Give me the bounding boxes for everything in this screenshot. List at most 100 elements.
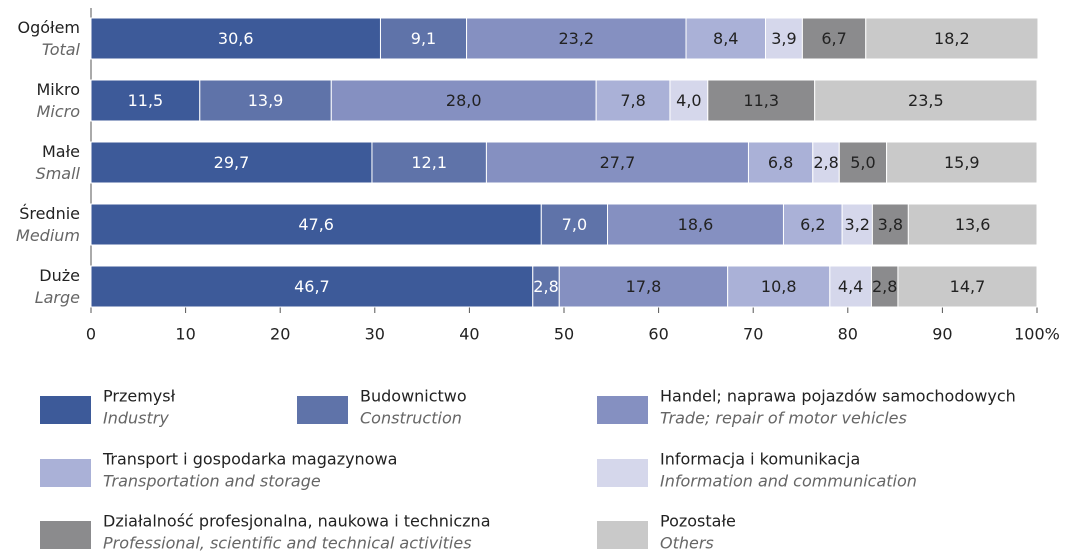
value-label: 2,8 xyxy=(872,277,897,296)
bar-segment xyxy=(782,203,843,246)
legend-label: Budownictwo xyxy=(360,387,467,406)
value-label: 9,1 xyxy=(411,29,436,48)
bar-segment xyxy=(685,17,766,60)
x-tick-label: 50 xyxy=(554,325,574,344)
x-tick-label: 60 xyxy=(648,325,668,344)
legend-swatch xyxy=(297,396,348,424)
legend-label: Przemysł xyxy=(103,387,176,406)
value-label: 5,0 xyxy=(850,153,875,172)
bar-segment xyxy=(90,203,542,246)
value-label: 6,7 xyxy=(821,29,846,48)
value-label: 2,8 xyxy=(813,153,838,172)
bar-segment xyxy=(727,265,831,308)
bar-segment xyxy=(838,141,888,184)
x-tick-label: 0 xyxy=(86,325,96,344)
value-label: 18,2 xyxy=(934,29,970,48)
bar-segment xyxy=(595,79,671,122)
bar-segment xyxy=(371,141,487,184)
value-label: 13,9 xyxy=(248,91,284,110)
value-label: 10,8 xyxy=(761,277,797,296)
value-label: 7,8 xyxy=(620,91,645,110)
value-label: 11,3 xyxy=(743,91,779,110)
value-label: 3,9 xyxy=(771,29,796,48)
legend-label: Handel; naprawa pojazdów samochodowych xyxy=(660,387,1016,406)
bar-segment xyxy=(812,141,840,184)
bar-segment xyxy=(747,141,814,184)
bar-segment xyxy=(764,17,803,60)
value-label: 3,8 xyxy=(878,215,903,234)
value-label: 17,8 xyxy=(626,277,662,296)
bar-segment xyxy=(90,17,381,60)
bar-segment xyxy=(897,265,1038,308)
bar-segment xyxy=(379,17,468,60)
legend-swatch xyxy=(40,521,91,549)
bar-segment xyxy=(485,141,749,184)
value-label: 28,0 xyxy=(446,91,482,110)
legend-swatch xyxy=(597,521,648,549)
value-label: 15,9 xyxy=(944,153,980,172)
category-label: Ogółem xyxy=(17,18,80,37)
legend-label: Pozostałe xyxy=(660,512,736,531)
legend-swatch xyxy=(597,396,648,424)
category-label: Mikro xyxy=(36,80,80,99)
x-tick-label: 90 xyxy=(932,325,952,344)
value-label: 14,7 xyxy=(950,277,986,296)
bar-segment xyxy=(829,265,872,308)
x-tick-label: 10 xyxy=(175,325,195,344)
value-label: 11,5 xyxy=(128,91,164,110)
legend-label-en: Transportation and storage xyxy=(103,472,321,491)
bar-segment xyxy=(90,141,373,184)
category-label: Małe xyxy=(42,142,80,161)
bar-segment xyxy=(865,17,1039,60)
value-label: 12,1 xyxy=(411,153,447,172)
legend-swatch xyxy=(40,396,91,424)
value-label: 4,0 xyxy=(676,91,701,110)
bar-segment xyxy=(907,203,1038,246)
category-label-en: Micro xyxy=(37,102,81,121)
value-label: 6,2 xyxy=(800,215,825,234)
category-label-en: Medium xyxy=(16,226,80,245)
value-label: 4,4 xyxy=(838,277,863,296)
category-label-en: Total xyxy=(42,40,81,59)
x-tick-label: 70 xyxy=(743,325,763,344)
legend-label-en: Construction xyxy=(360,409,462,428)
legend-swatch xyxy=(597,459,648,487)
bar-segment xyxy=(801,17,867,60)
bar-segment xyxy=(886,141,1038,184)
legend-label: Działalność profesjonalna, naukowa i tec… xyxy=(103,512,491,531)
value-label: 3,2 xyxy=(845,215,870,234)
bar-segment xyxy=(841,203,873,246)
x-tick-label: 40 xyxy=(459,325,479,344)
legend-label-en: Trade; repair of motor vehicles xyxy=(660,409,907,428)
x-tick-label: 80 xyxy=(838,325,858,344)
x-tick-label: 100% xyxy=(1014,325,1060,344)
value-label: 46,7 xyxy=(294,277,330,296)
value-label: 7,0 xyxy=(562,215,587,234)
legend-label-en: Information and communication xyxy=(660,472,917,491)
bar-segment xyxy=(814,79,1038,122)
bar-segment xyxy=(707,79,816,122)
value-label: 23,2 xyxy=(558,29,594,48)
legend-label-en: Professional, scientific and technical a… xyxy=(103,534,472,553)
value-label: 23,5 xyxy=(908,91,944,110)
value-label: 8,4 xyxy=(713,29,738,48)
bar-segment xyxy=(558,265,729,308)
bar-segment xyxy=(330,79,597,122)
value-label: 47,6 xyxy=(298,215,334,234)
value-label: 30,6 xyxy=(218,29,254,48)
value-label: 18,6 xyxy=(678,215,714,234)
value-label: 6,8 xyxy=(768,153,793,172)
category-label: Duże xyxy=(39,266,80,285)
legend-label-en: Others xyxy=(660,534,714,553)
value-label: 29,7 xyxy=(214,153,250,172)
legend-label: Transport i gospodarka magazynowa xyxy=(102,450,397,469)
x-tick-label: 20 xyxy=(270,325,290,344)
legend-swatch xyxy=(40,459,91,487)
value-label: 2,8 xyxy=(533,277,558,296)
legend-label: Informacja i komunikacja xyxy=(660,450,860,469)
value-label: 13,6 xyxy=(955,215,991,234)
x-tick-label: 30 xyxy=(365,325,385,344)
legend-label-en: Industry xyxy=(103,409,169,428)
category-label-en: Large xyxy=(35,288,80,307)
